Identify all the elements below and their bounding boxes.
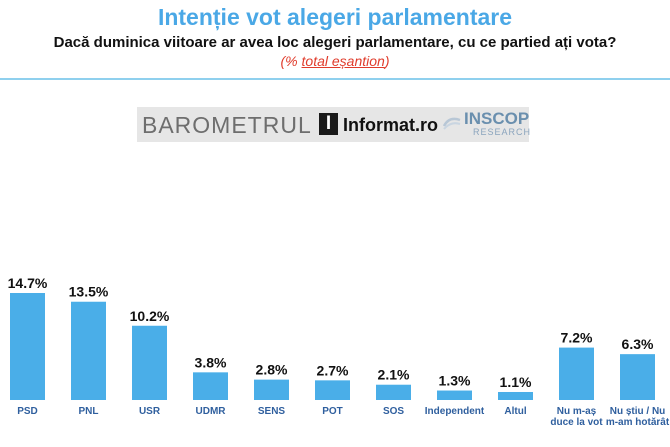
category-label-line: Independent [425,406,485,417]
category-label-10: Nu știu / Nu m-am hotărât [606,406,670,428]
category-label-line: Altul [504,406,526,417]
bar-4 [254,379,289,400]
category-label-6: SOS [383,406,404,417]
bar-value-label-3: 3.8% [195,354,227,370]
bar-10 [620,354,655,400]
category-label-line: UDMR [196,406,227,417]
category-label-line: PSD [17,406,38,417]
inscop-swirl-icon [442,117,461,130]
header-divider [0,78,670,80]
bar-value-label-5: 2.7% [317,362,349,378]
category-label-line: m-am hotărât [606,417,670,428]
category-label-line: USR [139,406,161,417]
bar-2 [132,325,167,400]
category-label-0: PSD [17,406,38,417]
category-label-line: Nu știu / Nu [610,406,666,417]
bar-3 [193,372,228,400]
bar-value-label-1: 13.5% [69,284,109,300]
bar-9 [559,347,594,400]
bar-value-label-4: 2.8% [256,362,288,378]
category-label-line: duce la vot [550,417,603,428]
bar-value-label-9: 7.2% [561,330,593,346]
sample-note-underlined: total eșantion [301,53,385,69]
survey-question: Dacă duminica viitoare ar avea loc alege… [53,34,617,51]
bar-value-label-0: 14.7% [8,275,48,291]
category-label-line: POT [322,406,343,417]
bar-value-label-7: 1.3% [439,373,471,389]
category-label-2: USR [139,406,161,417]
category-label-line: SOS [383,406,404,417]
category-label-line: PNL [79,406,99,417]
informat-logo: Informat.ro [343,115,439,135]
barometrul-logo: BAROMETRUL [142,112,312,138]
chart-title: Intenție vot alegeri parlamentare [157,4,513,30]
bar-5 [315,380,350,400]
bar-7 [437,390,472,400]
category-label-line: SENS [258,406,286,417]
sample-note-prefix: (% [280,53,302,69]
bar-value-label-8: 1.1% [500,374,532,390]
category-label-4: SENS [258,406,286,417]
category-label-5: POT [322,406,343,417]
category-label-7: Independent [425,406,485,417]
category-label-3: UDMR [196,406,227,417]
bar-1 [71,301,106,400]
sample-note-suffix: ) [384,53,390,69]
category-label-9: Nu m-aș duce la vot [550,406,603,428]
category-label-1: PNL [79,406,99,417]
sponsor-logo-bar: BAROMETRUL I Informat.ro INSCOP RESEARCH [137,107,532,142]
bar-8 [498,391,533,400]
bar-value-label-6: 2.1% [378,367,410,383]
bar-0 [10,293,45,400]
sample-note: (% total eșantion) [0,53,670,69]
inscop-research-label: RESEARCH [473,127,532,137]
bar-6 [376,384,411,400]
bar-value-label-10: 6.3% [622,336,654,352]
category-label-8: Altul [504,406,526,417]
bar-value-label-2: 10.2% [130,308,170,324]
informat-i-logo-icon: I [319,113,338,135]
inscop-logo: INSCOP [464,109,530,128]
category-label-line: Nu m-aș [557,406,597,417]
